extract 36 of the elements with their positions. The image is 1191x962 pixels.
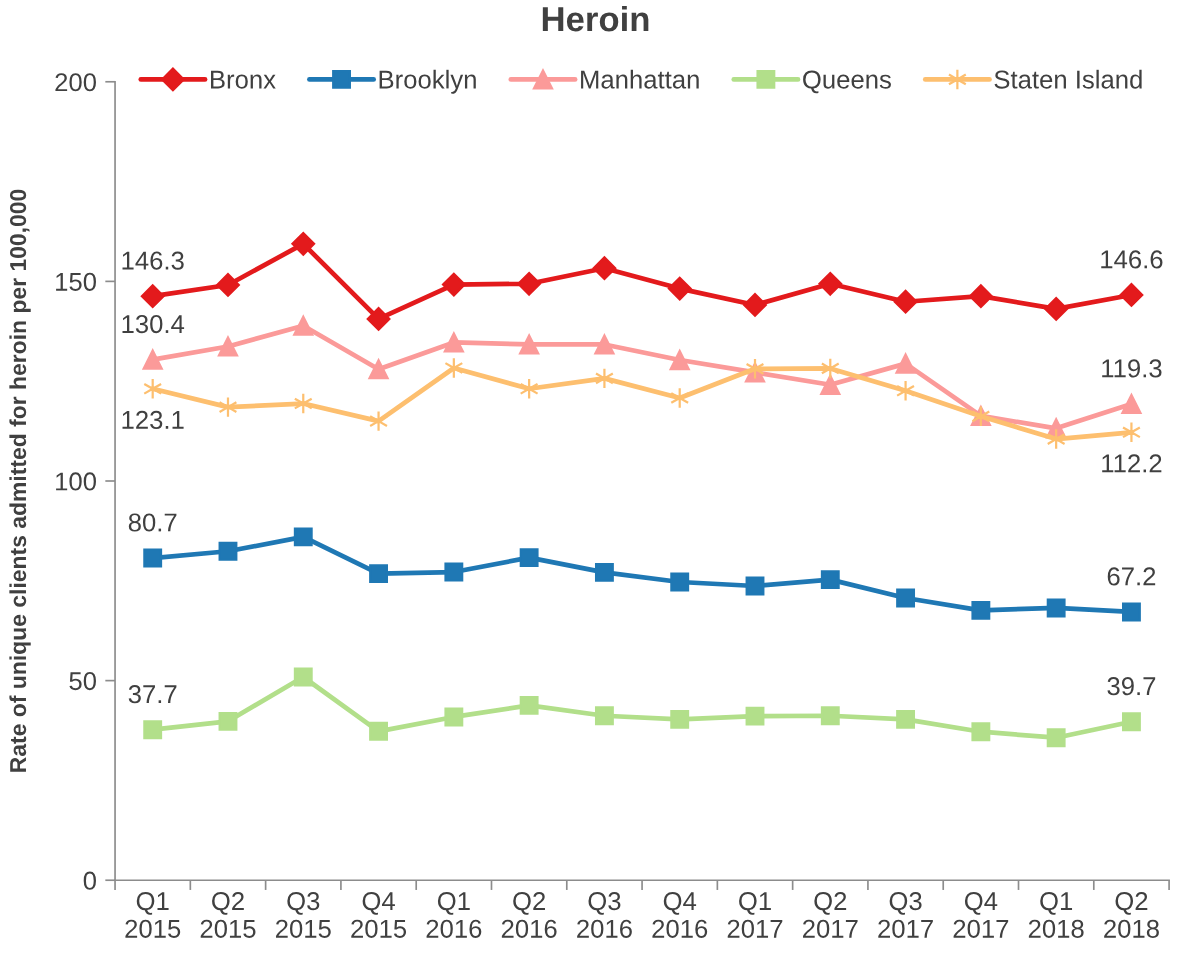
y-tick-label: 0: [83, 871, 96, 890]
data-label: 112.2: [1102, 454, 1162, 473]
y-tick-label: 200: [55, 73, 96, 92]
y-tick-label: 150: [56, 272, 96, 291]
x-tick-label: Q3 2016: [577, 892, 632, 938]
legend-label: Manhattan: [581, 69, 699, 89]
data-label: 119.3: [1102, 359, 1162, 378]
data-label: 146.6: [1101, 250, 1163, 269]
legend-label: Brooklyn: [379, 69, 476, 94]
x-tick-label: Q3 2017: [878, 892, 933, 938]
y-tick-label: 100: [56, 472, 96, 491]
data-label: 146.3: [122, 251, 184, 270]
data-label: 37.7: [128, 685, 177, 704]
x-tick-label: Q1 2016: [426, 892, 482, 938]
x-tick-label: Q3 2015: [275, 892, 331, 938]
data-label: 130.4: [122, 315, 185, 334]
legend-label: Bronx: [211, 70, 276, 89]
x-tick-label: Q2 2016: [501, 892, 557, 938]
chart-title: Heroin: [542, 5, 649, 32]
x-tick-label: Q1 2017: [727, 892, 783, 938]
data-label: 39.7: [1107, 677, 1156, 696]
x-tick-label: Q2 2018: [1104, 892, 1159, 938]
legend-label: Queens: [803, 70, 891, 94]
legend-label: Staten Island: [994, 69, 1142, 89]
x-tick-label: Q2 2015: [200, 892, 256, 938]
x-tick-label: Q1 2015: [125, 892, 181, 938]
x-tick-label: Q2 2017: [803, 892, 858, 938]
y-tick-label: 50: [69, 671, 96, 691]
x-tick-label: Q1 2018: [1028, 892, 1084, 938]
x-tick-label: Q4 2017: [953, 892, 1009, 938]
y-axis-title: Rate of unique clients admitted for heroin per 100,000: [9, 189, 31, 772]
data-label: 123.1: [122, 410, 184, 430]
data-label: 67.2: [1107, 567, 1156, 586]
x-tick-label: Q4 2015: [351, 892, 407, 938]
data-label: 80.7: [128, 513, 177, 532]
x-tick-label: Q4 2016: [652, 892, 708, 938]
